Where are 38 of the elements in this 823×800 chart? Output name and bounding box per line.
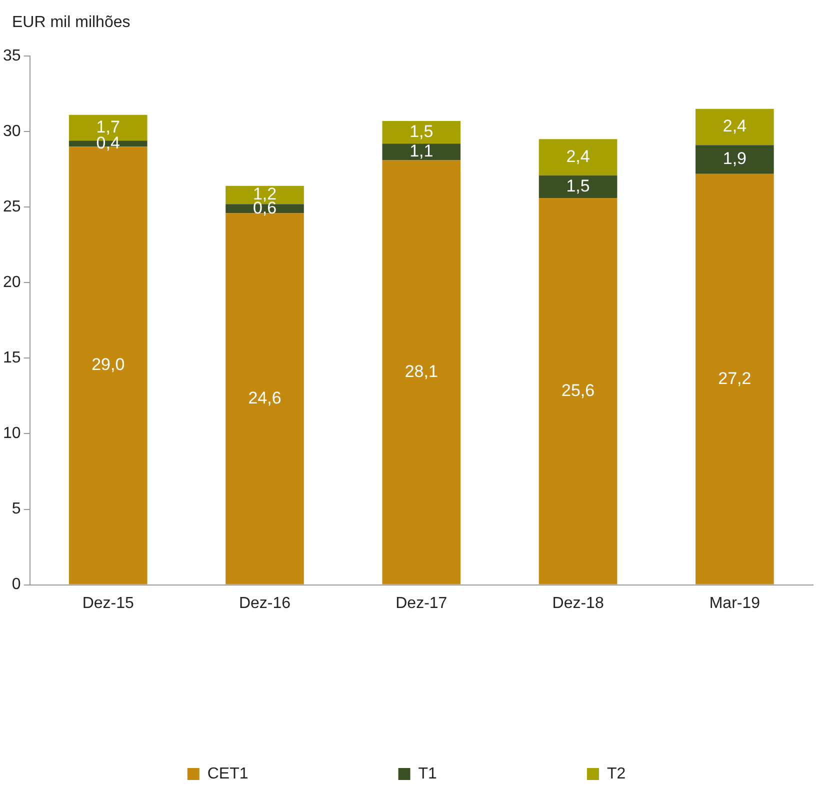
- x-tick-label: Dez-18: [552, 594, 604, 612]
- y-tick-label: 20: [3, 274, 21, 292]
- data-label: 25,6: [561, 380, 595, 400]
- bar: [382, 160, 461, 584]
- bar: [382, 120, 461, 144]
- data-label: 1,7: [96, 117, 120, 136]
- bar: [538, 139, 618, 176]
- y-tick-label: 10: [3, 425, 21, 442]
- data-label: 27,2: [718, 368, 752, 388]
- bar: [382, 144, 461, 160]
- legend-label: T1: [418, 765, 438, 782]
- x-tick-label: Dez-16: [238, 594, 291, 612]
- x-tick-label: Dez-17: [396, 594, 448, 612]
- bar: [696, 108, 774, 146]
- legend-label: T2: [606, 765, 626, 782]
- y-tick-label: 30: [3, 122, 21, 140]
- data-label: 28,1: [404, 362, 438, 381]
- data-label: 29,0: [92, 355, 125, 374]
- y-tick-label: 25: [3, 198, 21, 216]
- data-label: 1,9: [722, 149, 746, 168]
- data-label: 2,4: [566, 146, 590, 166]
- y-axis-title: EUR mil milhões: [12, 14, 130, 32]
- data-label: 2,4: [722, 116, 746, 136]
- bar: [696, 145, 774, 174]
- y-tick-label: 5: [12, 500, 21, 518]
- legend-label: CET1: [207, 765, 248, 782]
- bar: [538, 175, 618, 198]
- y-tick-label: 15: [3, 350, 21, 367]
- bar: [538, 198, 618, 584]
- data-label: 24,6: [248, 388, 282, 408]
- bar: [696, 174, 774, 584]
- x-tick-label: Dez-15: [82, 594, 134, 612]
- y-tick-label: 0: [12, 576, 21, 594]
- x-tick-label: Mar-19: [709, 594, 760, 612]
- data-label: 1,5: [410, 122, 434, 141]
- y-tick-label: 35: [3, 47, 21, 64]
- data-label: 1,5: [566, 176, 590, 196]
- data-label: 1,1: [410, 142, 434, 161]
